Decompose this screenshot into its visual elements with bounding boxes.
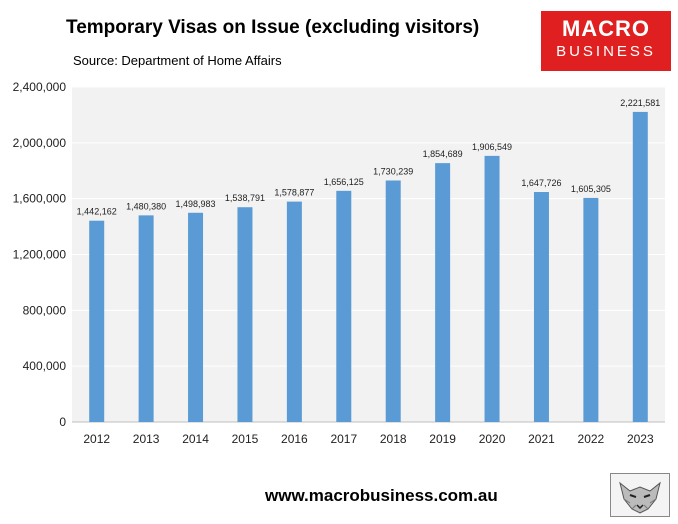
x-tick-label-2018: 2018 <box>380 432 407 446</box>
x-tick-label-2016: 2016 <box>281 432 308 446</box>
bar-2018 <box>385 180 401 422</box>
data-label-2023: 2,221,581 <box>620 98 660 108</box>
bar-2022 <box>583 197 599 422</box>
y-tick-label: 1,600,000 <box>13 192 67 206</box>
logo-line-1: MACRO <box>561 16 651 41</box>
bar-2016 <box>286 201 302 422</box>
y-tick-label: 0 <box>59 415 66 429</box>
x-tick-label-2022: 2022 <box>578 432 605 446</box>
data-labels: 1,442,162 1,480,380 1,498,983 1,538,791 1,57… <box>77 98 661 217</box>
x-tick-label-2023: 2023 <box>627 432 654 446</box>
x-axis-ticks: 2012 2013 2014 2015 2016 2017 2018 2019 2020 2021… <box>83 432 654 446</box>
bar-2012 <box>89 220 105 422</box>
logo-line-2: BUSINESS <box>556 43 656 60</box>
bar-2014 <box>188 212 204 422</box>
data-label-2019: 1,854,689 <box>423 149 463 159</box>
bar-2017 <box>336 190 352 422</box>
y-tick-label: 2,000,000 <box>13 136 67 150</box>
data-label-2018: 1,730,239 <box>373 166 413 176</box>
wolf-logo-icon <box>610 473 670 517</box>
data-label-2020: 1,906,549 <box>472 142 512 152</box>
bar-2023 <box>632 111 648 422</box>
data-label-2016: 1,578,877 <box>274 188 314 198</box>
bars <box>89 111 648 422</box>
x-tick-label-2019: 2019 <box>429 432 456 446</box>
footer-url: www.macrobusiness.com.au <box>265 486 498 505</box>
data-label-2012: 1,442,162 <box>77 207 117 217</box>
macrobusiness-logo: MACRO BUSINESS <box>541 11 671 71</box>
y-tick-label: 400,000 <box>23 359 67 373</box>
x-tick-label-2014: 2014 <box>182 432 209 446</box>
y-tick-label: 800,000 <box>23 303 67 317</box>
bar-2021 <box>533 192 549 422</box>
bar-2015 <box>237 207 253 422</box>
chart-title: Temporary Visas on Issue (excluding visi… <box>66 17 480 38</box>
chart-subtitle: Source: Department of Home Affairs <box>73 53 282 68</box>
x-tick-label-2012: 2012 <box>83 432 110 446</box>
x-tick-label-2020: 2020 <box>479 432 506 446</box>
bar-2019 <box>435 163 451 422</box>
data-label-2015: 1,538,791 <box>225 193 265 203</box>
bar-2020 <box>484 155 500 422</box>
data-label-2021: 1,647,726 <box>521 178 561 188</box>
data-label-2014: 1,498,983 <box>176 199 216 209</box>
data-label-2022: 1,605,305 <box>571 184 611 194</box>
x-tick-label-2015: 2015 <box>232 432 259 446</box>
x-tick-label-2017: 2017 <box>330 432 357 446</box>
x-tick-label-2013: 2013 <box>133 432 160 446</box>
data-label-2017: 1,656,125 <box>324 177 364 187</box>
y-tick-label: 2,400,000 <box>13 80 67 94</box>
x-tick-label-2021: 2021 <box>528 432 555 446</box>
y-tick-label: 1,200,000 <box>13 248 67 262</box>
data-label-2013: 1,480,380 <box>126 201 166 211</box>
y-axis-ticks: 0 400,000 800,000 1,200,000 1,600,000 2,000,0… <box>13 80 67 429</box>
gridlines <box>72 86 665 423</box>
bar-2013 <box>138 215 154 422</box>
